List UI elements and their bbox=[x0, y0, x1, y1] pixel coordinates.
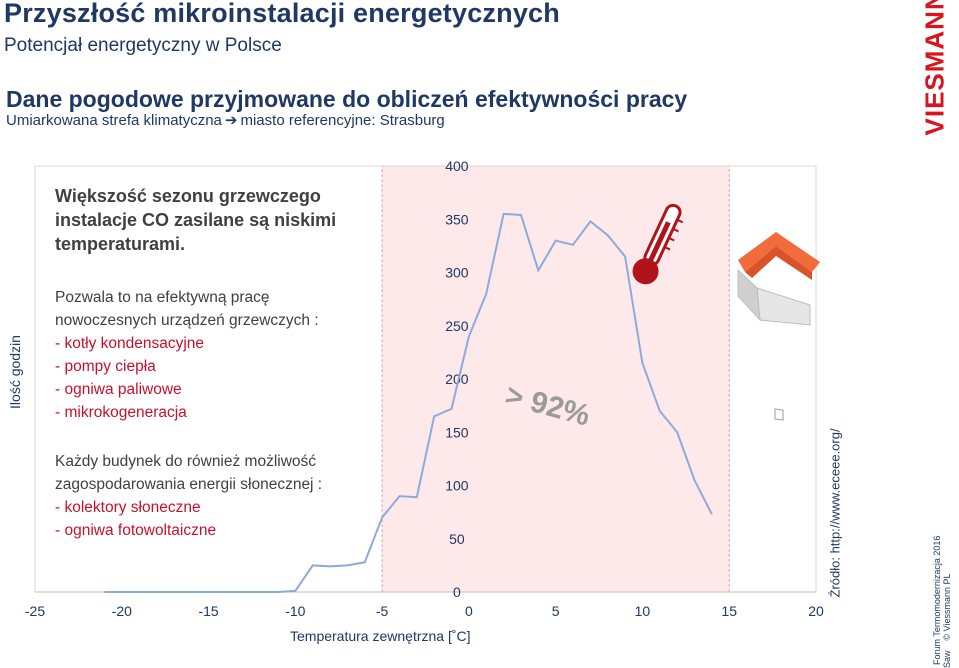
x-axis-label: Temperatura zewnętrzna [˚C] bbox=[290, 628, 471, 644]
logo-text: VIESMANN bbox=[919, 0, 950, 136]
footer-copyright: Saw © Viessmann PL bbox=[942, 538, 952, 668]
y-tick-label: 300 bbox=[445, 265, 469, 281]
x-tick-label: -20 bbox=[112, 603, 132, 619]
y-tick-label: 100 bbox=[445, 478, 469, 494]
list-solar: kolektory słoneczne ogniwa fotowoltaiczn… bbox=[55, 496, 216, 542]
x-tick-label: 0 bbox=[465, 603, 473, 619]
info-bold-text: Większość sezonu grzewczego instalacje C… bbox=[55, 186, 337, 254]
list-item: mikrokogeneracja bbox=[55, 401, 204, 424]
y-tick-label: 350 bbox=[445, 211, 469, 227]
y-tick-label: 400 bbox=[445, 158, 469, 174]
page-subtitle: Potencjał energetyczny w Polsce bbox=[4, 35, 282, 56]
x-tick-label: 10 bbox=[635, 603, 651, 619]
footer-event-text: Forum Termomodernizacja 2016 bbox=[932, 535, 942, 665]
y-tick-label: 150 bbox=[445, 424, 469, 440]
x-tick-label: -10 bbox=[285, 603, 305, 619]
subheading-right: miasto referencyjne: Strasburg bbox=[240, 112, 445, 129]
y-tick-label: 50 bbox=[449, 531, 465, 547]
arrow-right-icon: ➔ bbox=[224, 112, 238, 129]
highlight-band bbox=[381, 165, 730, 593]
y-tick-label: 200 bbox=[445, 371, 469, 387]
footer-org: Saw bbox=[942, 650, 952, 668]
page-title: Przyszłość mikroinstalacji energetycznyc… bbox=[4, 0, 560, 28]
footer-event: Forum Termomodernizacja 2016 bbox=[932, 515, 942, 665]
x-tick-label: -15 bbox=[198, 603, 218, 619]
viessmann-logo: VIESMANN bbox=[913, 0, 955, 150]
x-tick-label: 20 bbox=[808, 603, 824, 619]
x-tick-label: -5 bbox=[376, 603, 389, 619]
x-tick-label: -25 bbox=[25, 603, 45, 619]
y-tick-label: 0 bbox=[453, 584, 461, 600]
house-icon bbox=[737, 232, 820, 421]
info-paragraph-2: Każdy budynek do również możliwość zagos… bbox=[55, 453, 323, 493]
info-paragraph-1: Pozwala to na efektywną pracę nowoczesny… bbox=[55, 289, 319, 329]
section-subheading: Umiarkowana strefa klimatyczna ➔ miasto re… bbox=[6, 111, 445, 129]
section-heading: Dane pogodowe przyjmowane do obliczeń ef… bbox=[6, 86, 688, 112]
list-item: pompy ciepła bbox=[55, 355, 204, 378]
subheading-left: Umiarkowana strefa klimatyczna bbox=[6, 112, 222, 129]
x-tick-label: 15 bbox=[721, 603, 737, 619]
x-tick-label: 5 bbox=[552, 603, 560, 619]
list-heating-devices: kotły kondensacyjne pompy ciepła ogniwa … bbox=[55, 332, 204, 424]
list-item: kotły kondensacyjne bbox=[55, 332, 204, 355]
source-note: Źródło: http://www.eceee.org/ bbox=[827, 428, 843, 598]
thermometer-icon bbox=[632, 203, 684, 285]
info-textbox: Większość sezonu grzewczego instalacje C… bbox=[45, 180, 367, 548]
footer-copyright-text: © Viessmann PL bbox=[942, 573, 952, 641]
list-item: ogniwa paliwowe bbox=[55, 378, 204, 401]
y-axis-label: Ilość godzin bbox=[7, 335, 23, 409]
y-tick-label: 250 bbox=[445, 318, 469, 334]
list-item: ogniwa fotowoltaiczne bbox=[55, 519, 216, 542]
series-line bbox=[104, 212, 713, 593]
list-item: kolektory słoneczne bbox=[55, 496, 216, 519]
